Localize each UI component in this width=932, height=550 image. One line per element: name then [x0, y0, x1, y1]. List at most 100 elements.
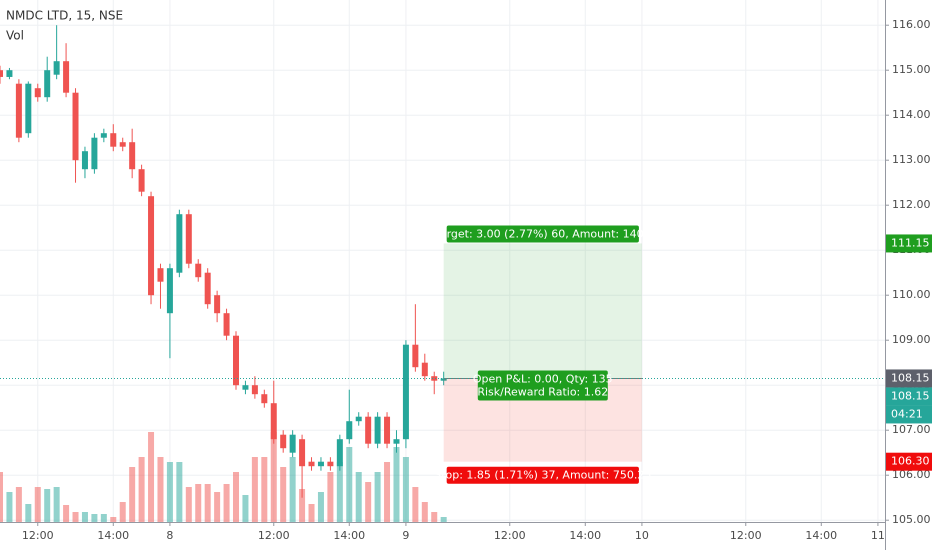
- last-price-label: 108.15: [891, 389, 930, 402]
- candle-body: [317, 461, 324, 467]
- x-tick-label: 14:00: [805, 529, 837, 542]
- volume-bar: [233, 472, 239, 522]
- y-tick-label: 107.00: [892, 423, 931, 436]
- y-tick-label: 105.00: [892, 513, 931, 526]
- y-tick-label: 106.00: [892, 468, 931, 481]
- volume-bar: [374, 472, 381, 522]
- candle-body: [270, 403, 277, 440]
- volume-bar: [25, 504, 32, 522]
- x-tick-label: 12:00: [258, 529, 290, 542]
- candle-body: [440, 378, 447, 381]
- volume-bar: [15, 487, 22, 522]
- volume-bar: [138, 457, 145, 522]
- candle-body: [72, 92, 79, 161]
- entry-price-label: 108.15: [891, 371, 930, 384]
- candle-body: [44, 70, 51, 98]
- volume-bar: [91, 514, 98, 522]
- candle-body: [6, 70, 13, 77]
- candle-body: [365, 416, 372, 444]
- target-zone: [443, 243, 642, 379]
- y-tick-label: 115.00: [892, 63, 931, 76]
- volume-bar: [204, 484, 211, 522]
- candle-body: [261, 394, 268, 404]
- volume-bar: [289, 457, 296, 522]
- candle-body: [176, 214, 183, 273]
- candle-body: [374, 416, 381, 444]
- volume-bar: [440, 517, 447, 522]
- volume-bar: [6, 492, 13, 522]
- volume-bar: [44, 489, 51, 522]
- volume-bar: [308, 504, 315, 522]
- volume-bar: [110, 517, 117, 522]
- entry-price-label-box: [886, 369, 932, 388]
- volume-bar: [214, 492, 221, 522]
- candle-body: [233, 335, 239, 386]
- x-tick-label: 14:00: [333, 529, 365, 542]
- candle-body: [289, 434, 296, 453]
- chart-title: NMDC LTD, 15, NSE: [6, 9, 123, 23]
- y-tick-label: 110.00: [892, 288, 931, 301]
- x-tick-label: 11: [871, 529, 885, 542]
- candle-body: [327, 461, 334, 467]
- volume-bar: [317, 492, 324, 522]
- volume-bar: [336, 462, 343, 522]
- candle-body: [431, 376, 438, 381]
- x-tick-label: 12:00: [730, 529, 762, 542]
- target-price-label: 111.15: [891, 236, 930, 249]
- candle-body: [204, 272, 211, 305]
- volume-bar: [261, 457, 268, 522]
- volume-bar: [384, 462, 391, 522]
- target-label: Target: 3.00 (2.77%) 60, Amount: 1405: [434, 227, 651, 240]
- candle-body: [185, 214, 192, 264]
- ratio-label: Risk/Reward Ratio: 1.62: [477, 385, 608, 398]
- candle-body: [110, 133, 117, 147]
- candle-body: [346, 421, 353, 440]
- x-tick-label: 9: [402, 529, 409, 542]
- volume-bar: [72, 512, 79, 522]
- volume-bar: [355, 472, 362, 522]
- y-tick-label: 114.00: [892, 108, 931, 121]
- candle-body: [355, 416, 362, 422]
- x-tick-label: 12:00: [22, 529, 54, 542]
- volume-bar: [81, 512, 88, 522]
- candle-body: [402, 344, 409, 440]
- volume-bar: [421, 502, 428, 522]
- candle-body: [393, 439, 400, 444]
- candle-body: [384, 416, 391, 444]
- target-price-label-box: [886, 234, 932, 253]
- candle-body: [251, 385, 258, 395]
- volume-bar: [251, 457, 258, 522]
- candle-body: [15, 83, 22, 138]
- target-label-box: [446, 225, 639, 243]
- volume-bar: [129, 467, 136, 522]
- volume-bar: [119, 502, 126, 522]
- volume-bar: [393, 447, 400, 522]
- candle-body: [138, 169, 145, 192]
- candle-body: [25, 83, 32, 134]
- x-tick-label: 12:00: [494, 529, 526, 542]
- volume-bar: [299, 489, 306, 522]
- volume-bar: [166, 462, 173, 522]
- candle-body: [100, 133, 107, 138]
- stop-label-box: [446, 466, 639, 484]
- volume-bar: [431, 512, 438, 522]
- candle-body: [223, 313, 230, 336]
- candle-body: [280, 434, 287, 449]
- pnl-label-box: [477, 370, 608, 401]
- volume-bar: [148, 432, 155, 522]
- volume-bar: [402, 457, 409, 522]
- volume-bar: [0, 472, 3, 522]
- volume-bar: [176, 462, 183, 522]
- y-tick-label: 113.00: [892, 153, 931, 166]
- candle-body: [166, 268, 173, 314]
- time-axis: [0, 522, 885, 550]
- volume-bar: [223, 484, 230, 522]
- volume-bar: [280, 467, 287, 522]
- y-tick-label: 112.00: [892, 198, 931, 211]
- volume-bar: [365, 482, 372, 522]
- volume-bar: [185, 487, 192, 522]
- y-tick-label: 109.00: [892, 333, 931, 346]
- last-price-label-box: [886, 387, 932, 406]
- candle-body: [81, 151, 88, 170]
